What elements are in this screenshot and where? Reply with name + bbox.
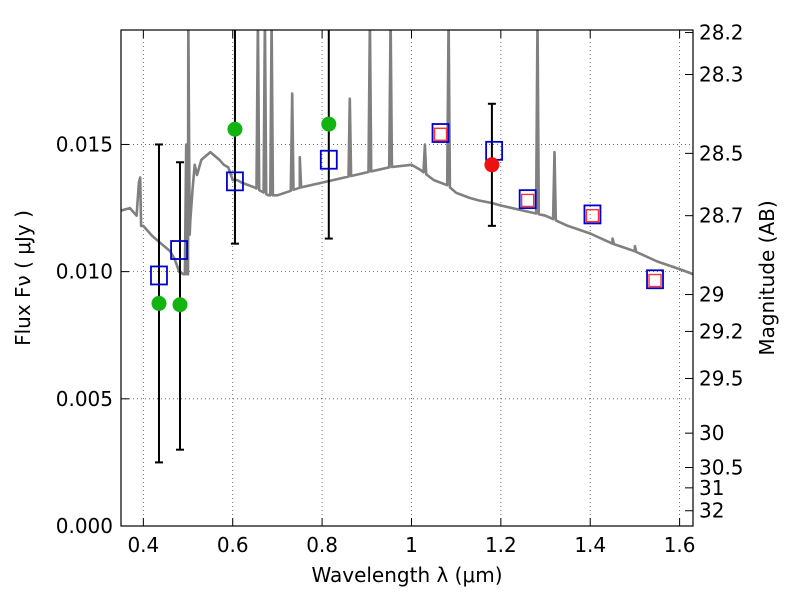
model-square-blue xyxy=(170,240,188,260)
y2-tick-label: 28.7 xyxy=(699,204,744,228)
y2-tick-label: 30 xyxy=(699,421,724,445)
y2-tick-label: 29.2 xyxy=(699,319,744,343)
detection-point-green xyxy=(227,121,243,137)
y2-tick-label: 32 xyxy=(699,499,724,523)
model-square-red xyxy=(433,127,448,141)
detection-point-green xyxy=(321,116,337,132)
x-tick-label: 0.6 xyxy=(217,533,249,557)
x-axis-label: Wavelength λ (μm) xyxy=(311,563,502,587)
y2-axis-label: Magnitude (AB) xyxy=(755,200,779,355)
detection-point-green xyxy=(172,297,188,313)
y-tick-label: 0.010 xyxy=(56,260,113,284)
model-square-blue xyxy=(431,123,450,143)
y-tick-label: 0.000 xyxy=(56,514,113,538)
ticks: 0.4 0.6 0.8 1 1.2 1.4 1.6 0.000 0.005 0.010 0.015 2… xyxy=(56,21,744,557)
plot-area xyxy=(121,30,693,464)
y2-tick-label: 30.5 xyxy=(699,455,744,479)
y2-tick-label: 31 xyxy=(699,476,724,500)
model-square-blue xyxy=(319,149,338,170)
y2-tick-label: 28.5 xyxy=(699,141,744,165)
model-square-blue xyxy=(646,269,664,290)
model-square-blue xyxy=(583,204,602,225)
y-tick-label: 0.005 xyxy=(56,387,113,411)
model-square-blue xyxy=(226,171,244,192)
y2-tick-label: 28.3 xyxy=(699,63,744,87)
y2-tick-label: 29 xyxy=(699,283,724,307)
model-square-blue xyxy=(518,189,537,210)
detection-point-red xyxy=(484,157,500,173)
x-tick-label: 1 xyxy=(405,533,418,557)
model-square-red xyxy=(585,208,600,223)
x-tick-label: 0.4 xyxy=(127,533,159,557)
y-tick-label: 0.015 xyxy=(56,132,113,156)
x-tick-label: 1.6 xyxy=(664,533,696,557)
y2-tick-label: 29.5 xyxy=(699,366,744,390)
model-square-red xyxy=(520,193,535,208)
y2-tick-label: 28.2 xyxy=(699,21,744,45)
model-square-red xyxy=(648,273,662,288)
spectrum-line xyxy=(121,30,693,276)
y-axis-label: Flux Fν ( μJy ) xyxy=(11,210,35,346)
grid xyxy=(121,30,693,527)
x-tick-label: 1.2 xyxy=(485,533,517,557)
detection-point-green xyxy=(151,295,167,311)
x-tick-label: 0.8 xyxy=(306,533,338,557)
model-square-blue xyxy=(485,140,504,161)
model-square-blue xyxy=(150,265,168,286)
plot-frame xyxy=(120,29,694,527)
x-tick-label: 1.4 xyxy=(574,533,606,557)
